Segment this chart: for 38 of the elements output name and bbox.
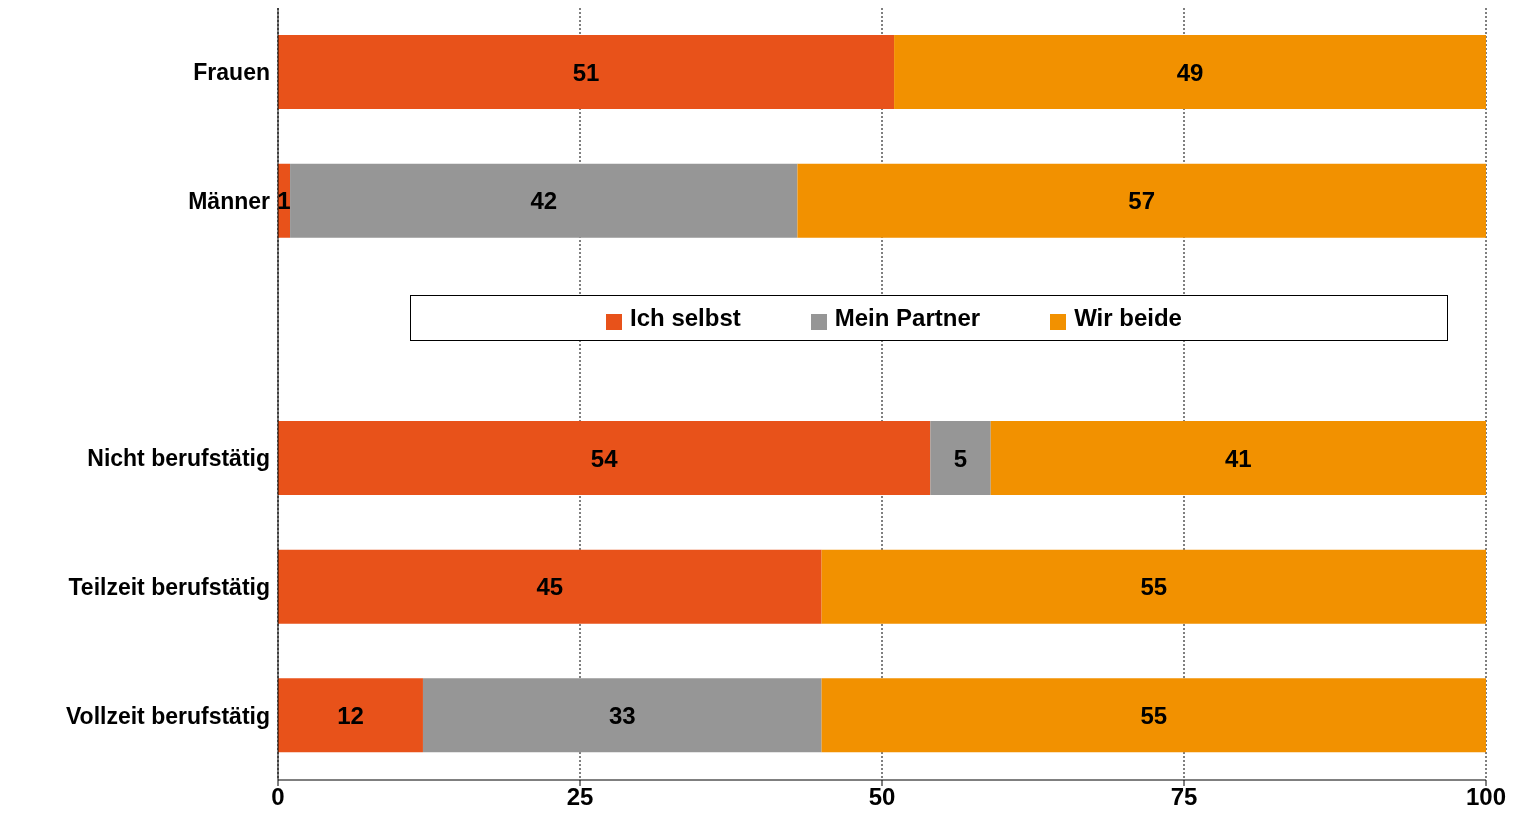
x-tick-label: 25 <box>566 783 594 811</box>
y-tick-label: Teilzeit berufstätig <box>68 574 270 601</box>
bar <box>990 421 1486 495</box>
legend-label: Ich selbst <box>630 304 741 331</box>
y-tick-label: Nicht berufstätig <box>87 445 270 472</box>
data-label: 45 <box>536 573 564 601</box>
data-label: 12 <box>337 701 364 729</box>
x-tick-label: 100 <box>1465 783 1507 811</box>
bar <box>422 678 822 753</box>
y-tick-label: Frauen <box>193 59 270 86</box>
bar <box>797 163 1486 238</box>
data-label: 42 <box>530 187 558 215</box>
bar <box>278 35 895 109</box>
y-tick-label: Männer <box>188 188 271 215</box>
x-tick-label: 75 <box>1170 783 1198 811</box>
bar <box>278 678 423 753</box>
data-label: 33 <box>608 701 636 729</box>
x-tick-label: 0 <box>271 783 285 811</box>
legend-label: Wir beide <box>1074 304 1182 331</box>
data-label: 41 <box>1225 444 1252 472</box>
data-label: 55 <box>1140 701 1168 729</box>
bar <box>278 421 931 495</box>
data-label: 57 <box>1128 187 1156 215</box>
legend-label: Mein Partner <box>834 304 981 331</box>
data-label: 5 <box>953 444 968 472</box>
bar <box>278 549 822 624</box>
bar <box>930 421 991 495</box>
data-label: 49 <box>1176 58 1204 86</box>
bar <box>894 35 1486 109</box>
bar <box>821 549 1486 624</box>
data-label: 54 <box>590 444 619 472</box>
bar <box>290 163 798 238</box>
data-label: 51 <box>572 58 600 86</box>
x-tick-label: 50 <box>868 783 896 811</box>
bar <box>821 678 1486 753</box>
y-tick-label: Vollzeit berufstätig <box>65 702 270 729</box>
data-label: 55 <box>1140 573 1168 601</box>
data-label: 1 <box>277 187 291 215</box>
